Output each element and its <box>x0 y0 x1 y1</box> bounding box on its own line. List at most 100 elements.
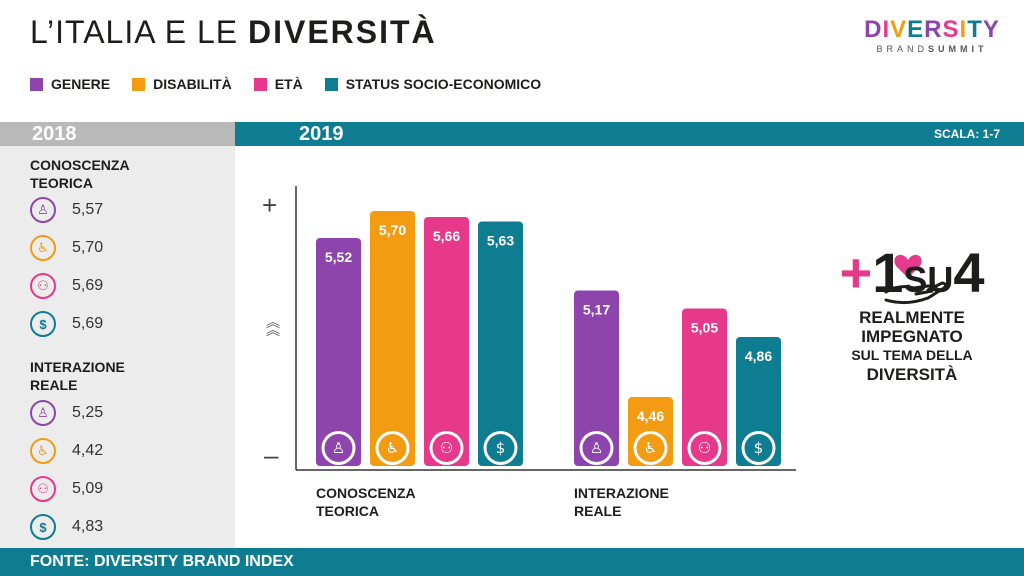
bar-icon-circle <box>321 431 356 465</box>
bar-icon-inner <box>324 434 353 462</box>
bar-icon-inner <box>582 434 611 462</box>
data-label: 4,46 <box>637 408 664 424</box>
chart-legend: GENERE DISABILITÀ ETÀ STATUS SOCIO-ECONO… <box>30 76 541 92</box>
bar-icon-circle <box>633 431 668 465</box>
bar-icon-circle <box>579 431 614 465</box>
bar-0-3 <box>478 221 523 466</box>
year-label-2018: 2018 <box>32 123 77 145</box>
legend-swatch <box>253 77 267 91</box>
person-icon: ♙ <box>30 400 56 426</box>
person-icon: ♙ <box>30 197 56 223</box>
row-2018-interazione-genere: ♙ 5,25 <box>30 400 103 426</box>
legend-item-disabilita: DISABILITÀ <box>132 76 232 92</box>
wheelchair-icon: ♿ <box>30 235 56 261</box>
person-icon: ♙ <box>590 439 603 457</box>
bar-icon-circle <box>687 431 722 465</box>
value: 5,70 <box>72 239 104 256</box>
legend-label: DISABILITÀ <box>153 76 232 92</box>
bar-1-0 <box>574 290 619 466</box>
money-chart-icon: $ <box>754 439 764 457</box>
data-label: 5,52 <box>325 249 352 265</box>
row-2018-interazione-disabilita: ♿ 4,42 <box>30 438 103 464</box>
money-chart-icon: $ <box>496 439 506 457</box>
bar-icon-inner <box>744 434 773 462</box>
row-2018-conoscenza-eta: ⚇ 5,69 <box>30 273 103 299</box>
data-label: 4,86 <box>745 348 772 364</box>
page-title: L’ITALIA E LE DIVERSITÀ <box>30 14 437 51</box>
elderly-couple-icon: ⚇ <box>440 439 453 457</box>
logo-word: DIVERSITY <box>864 16 1000 43</box>
year-band-2019: 2019 SCALA: 1-7 <box>235 122 1024 146</box>
bar-icon-circle <box>741 431 776 465</box>
callout-text: REALMENTE IMPEGNATO SUL TEMA DELLA DIVER… <box>851 308 973 384</box>
row-2018-conoscenza-genere: ♙ 5,57 <box>30 197 103 223</box>
value: 5,09 <box>72 480 104 497</box>
source-label: FONTE: DIVERSITY BRAND INDEX <box>30 553 294 570</box>
value: 5,25 <box>72 404 104 421</box>
value: 5,57 <box>72 201 104 218</box>
section-title-interazione: INTERAZIONE REALE <box>30 359 125 393</box>
bar-1-1 <box>628 397 673 466</box>
heart-hand-icon <box>884 254 948 305</box>
legend-label: STATUS SOCIO-ECONOMICO <box>345 76 542 92</box>
row-2018-conoscenza-status: $ 5,69 <box>30 311 103 337</box>
bar-icon-circle <box>375 431 410 465</box>
value: 5,69 <box>72 277 104 294</box>
bar-icon-inner <box>486 434 515 462</box>
bar-0-2 <box>424 217 469 466</box>
wheelchair-icon: ♿ <box>644 439 657 457</box>
callout-big: +1SU4 <box>839 241 985 304</box>
legend-swatch <box>324 77 338 91</box>
legend-label: GENERE <box>51 76 111 92</box>
bar-icon-inner <box>690 434 719 462</box>
footer-bar: FONTE: DIVERSITY BRAND INDEX <box>0 548 1024 576</box>
scale-label: SCALA: 1-7 <box>933 127 1000 141</box>
title-light: L’ITALIA E LE <box>30 14 239 50</box>
category-label-interazione: INTERAZIONE REALE <box>574 485 669 519</box>
row-2018-interazione-eta: ⚇ 5,09 <box>30 476 103 502</box>
data-label: 5,63 <box>487 233 514 249</box>
category-label-conoscenza: CONOSCENZA TEORICA <box>316 485 416 519</box>
year-label-2019: 2019 <box>299 123 344 145</box>
value: 4,42 <box>72 442 104 459</box>
bar-icon-inner <box>378 434 407 462</box>
callout-one-in-four: +1SU4 REALMENTE IMPEGNATO SUL TEMA DELLA… <box>822 241 1002 385</box>
legend-swatch <box>132 77 146 91</box>
legend-label: ETÀ <box>274 76 303 92</box>
legend-item-genere: GENERE <box>30 76 110 92</box>
bar-0-0 <box>316 238 361 466</box>
data-label: 5,70 <box>379 222 406 238</box>
legend-swatch <box>30 77 43 91</box>
bar-icon-inner <box>432 434 461 462</box>
value: 4,83 <box>72 518 104 535</box>
elderly-couple-icon: ⚇ <box>698 439 711 457</box>
wheelchair-icon: ♿ <box>30 438 56 464</box>
axis-plus-marker: + <box>262 190 278 220</box>
chevron-up-icon: ︽ ︽ <box>266 314 280 338</box>
bar-1-3 <box>736 337 781 466</box>
row-2018-conoscenza-disabilita: ♿ 5,70 <box>30 235 103 261</box>
data-label: 5,05 <box>691 320 718 336</box>
bar-1-2 <box>682 308 727 466</box>
elderly-couple-icon: ⚇ <box>30 273 56 299</box>
wheelchair-icon: ♿ <box>386 439 399 457</box>
year-band-2018: 2018 <box>0 122 235 146</box>
value: 5,69 <box>72 315 104 332</box>
data-label: 5,17 <box>583 302 610 318</box>
data-label: 5,66 <box>433 228 460 244</box>
brand-logo: DIVERSITY BRANDSUMMIT <box>862 16 1002 55</box>
money-chart-icon: $ <box>30 311 56 337</box>
axis-minus-marker: – <box>264 440 279 470</box>
bar-icon-circle <box>483 431 518 465</box>
logo-sub: BRANDSUMMIT <box>876 44 988 54</box>
elderly-couple-icon: ⚇ <box>30 476 56 502</box>
row-2018-interazione-status: $ 4,83 <box>30 514 103 540</box>
money-chart-icon: $ <box>30 514 56 540</box>
bar-icon-inner <box>636 434 665 462</box>
section-title-conoscenza: CONOSCENZA TEORICA <box>30 157 130 191</box>
bar-icon-circle <box>429 431 464 465</box>
person-icon: ♙ <box>332 439 345 457</box>
title-bold: DIVERSITÀ <box>247 14 437 50</box>
legend-item-status: STATUS SOCIO-ECONOMICO <box>324 76 542 92</box>
legend-item-eta: ETÀ <box>253 76 303 92</box>
